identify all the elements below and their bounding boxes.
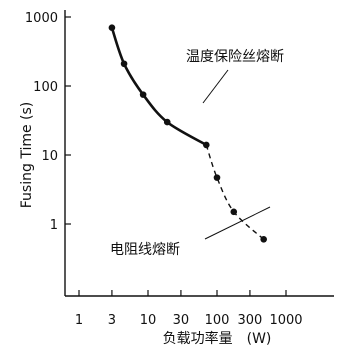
annotation-label-resistor: 电阻线熔断 (110, 242, 180, 258)
points-group (108, 24, 267, 243)
data-point (108, 24, 116, 31)
x-tick-label: 1 (75, 313, 83, 328)
x-tick-label: 300 (238, 313, 263, 328)
thermal-fuse-curve (110, 27, 207, 147)
x-tick-label: 3 (108, 313, 116, 328)
data-point (120, 60, 128, 68)
data-point (213, 174, 221, 181)
data-point (163, 118, 171, 126)
y-tick-label: 1000 (25, 11, 58, 26)
annotation-leader-line-0 (202, 69, 229, 104)
x-tick-label: 30 (173, 313, 190, 328)
resistor-wire-curve (205, 144, 265, 240)
data-point (230, 208, 238, 216)
y-tick-label: 10 (41, 149, 58, 164)
data-point (260, 236, 267, 243)
y-tick-group: 1 10 100 1000 (25, 11, 71, 233)
data-point (139, 91, 147, 98)
y-tick-label: 1 (50, 218, 58, 233)
y-axis-title: Fusing Time (s) (19, 102, 35, 208)
x-tick-label: 10 (140, 313, 157, 328)
x-tick-label: 1000 (269, 313, 302, 328)
annotation-leader-line-1 (204, 206, 271, 240)
annotation-group: 温度保险丝熔断 电阻线熔断 (110, 49, 284, 258)
annotation-label-fuse: 温度保险丝熔断 (186, 49, 284, 65)
x-tick-group: 1 3 10 30 100 300 1000 (75, 290, 303, 328)
data-point (203, 141, 210, 149)
x-axis-title: 负载功率量 (W) (163, 330, 272, 347)
y-tick-label: 100 (33, 80, 58, 95)
x-tick-label: 100 (205, 313, 230, 328)
